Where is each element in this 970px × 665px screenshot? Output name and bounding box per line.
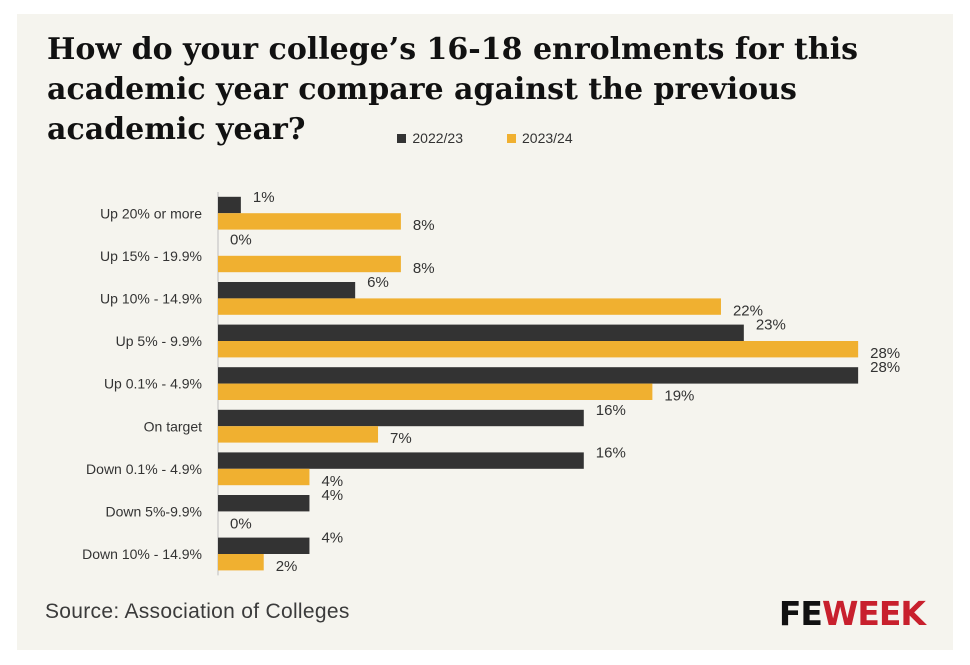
category-label: Up 0.1% - 4.9% xyxy=(104,376,202,392)
category-label: Down 5%-9.9% xyxy=(106,504,203,520)
bar-2023-24 xyxy=(218,383,653,400)
data-label: 28% xyxy=(870,359,900,376)
bar-2023-24 xyxy=(218,468,310,486)
category-label: Up 15% - 19.9% xyxy=(100,248,202,264)
data-label: 7% xyxy=(390,430,412,447)
bar-2022-23 xyxy=(218,537,310,554)
data-label: 0% xyxy=(230,515,252,532)
legend-swatch-2023-24 xyxy=(507,133,516,143)
category-label: Up 10% - 14.9% xyxy=(100,291,202,307)
data-label: 2% xyxy=(276,558,298,575)
data-label: 4% xyxy=(321,530,343,547)
data-label: 4% xyxy=(321,473,343,490)
category-label: Up 5% - 9.9% xyxy=(116,333,202,349)
data-label: 8% xyxy=(413,217,435,234)
legend-label-2022-23: 2022/23 xyxy=(412,130,463,146)
legend-item-2022-23: 2022/23 xyxy=(397,130,463,146)
category-label: On target xyxy=(144,418,202,434)
data-label: 16% xyxy=(596,444,626,461)
bar-2023-24 xyxy=(218,255,401,273)
logo-fe: FE xyxy=(778,594,823,633)
bar-2023-24 xyxy=(218,298,721,315)
category-label: Down 0.1% - 4.9% xyxy=(86,461,202,477)
bar-2023-24 xyxy=(218,341,859,358)
bar-2023-24 xyxy=(218,213,401,230)
fe-week-logo: FEWEEK xyxy=(778,594,926,634)
data-label: 22% xyxy=(733,302,763,319)
bar-2022-23 xyxy=(218,409,584,427)
bar-2022-23 xyxy=(218,452,584,469)
legend-label-2023-24: 2023/24 xyxy=(522,130,573,146)
data-label: 16% xyxy=(596,402,626,419)
bar-chart: Up 20% or more 1% 8% Up 15% - 19.9% 0% 8% Up 1… xyxy=(82,189,900,576)
bar-2022-23 xyxy=(218,196,241,214)
bar-2023-24 xyxy=(218,426,379,443)
chart-title: How do your college’s 16-18 enrolments f… xyxy=(47,32,859,147)
bar-2022-23 xyxy=(218,367,859,384)
bar-2023-24 xyxy=(218,554,264,571)
data-label: 1% xyxy=(253,189,275,206)
legend-item-2023-24: 2023/24 xyxy=(507,130,573,146)
chart-card: How do your college’s 16-18 enrolments f… xyxy=(17,14,953,650)
category-label: Down 10% - 14.9% xyxy=(82,546,202,562)
data-label: 0% xyxy=(230,231,252,248)
bar-2022-23 xyxy=(218,324,744,341)
legend-swatch-2022-23 xyxy=(397,133,407,143)
data-label: 19% xyxy=(664,388,694,405)
data-label: 4% xyxy=(321,487,343,504)
data-label: 6% xyxy=(367,274,389,291)
data-label: 28% xyxy=(870,345,900,362)
legend: 2022/23 2023/24 xyxy=(17,130,953,146)
bar-2022-23 xyxy=(218,495,310,512)
category-label: Up 20% or more xyxy=(100,205,202,221)
data-label: 8% xyxy=(413,260,435,277)
logo-week: WEEK xyxy=(821,594,926,633)
bar-2022-23 xyxy=(218,282,356,299)
source-note: Source: Association of Colleges xyxy=(45,600,350,623)
data-label: 23% xyxy=(756,317,786,334)
